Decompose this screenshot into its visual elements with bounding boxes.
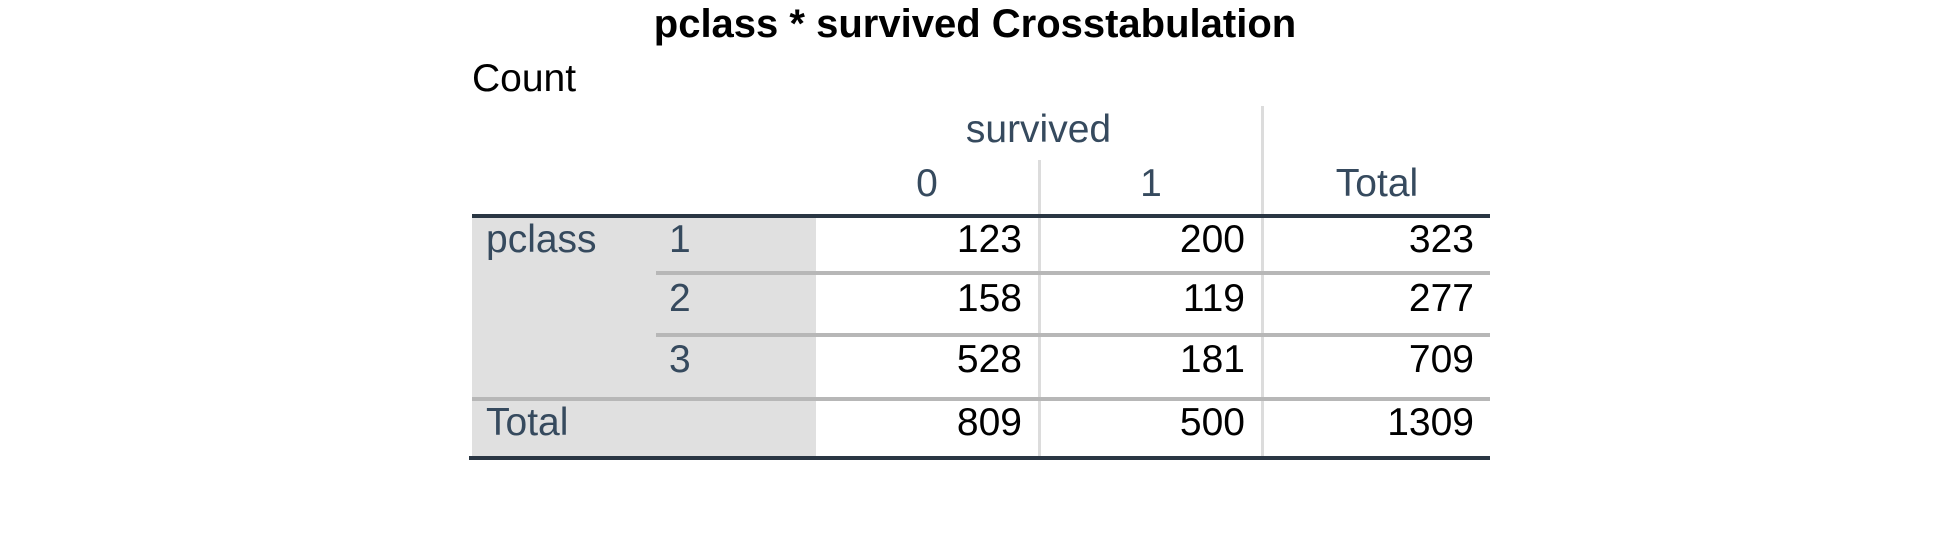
header-rule bbox=[472, 214, 1490, 218]
cell-total-col1: 500 bbox=[1179, 401, 1245, 444]
row-label-3: 3 bbox=[669, 338, 691, 381]
cell-row2-col0: 158 bbox=[956, 277, 1022, 320]
cell-row2-total: 277 bbox=[1408, 277, 1474, 320]
row-group-label: pclass bbox=[486, 218, 597, 261]
column-header-0: 0 bbox=[916, 162, 938, 205]
row-label-shade bbox=[472, 218, 816, 458]
cell-row1-col1: 200 bbox=[1179, 218, 1245, 261]
cell-grand-total: 1309 bbox=[1387, 401, 1474, 444]
cell-row3-col0: 528 bbox=[956, 338, 1022, 381]
column-header-total: Total bbox=[1335, 162, 1419, 205]
cell-row1-col0: 123 bbox=[956, 218, 1022, 261]
total-row-label: Total bbox=[486, 401, 569, 444]
total-rule bbox=[472, 397, 1490, 401]
table-bottom-rule bbox=[469, 456, 1490, 460]
row-label-2: 2 bbox=[669, 277, 691, 320]
cell-row3-col1: 181 bbox=[1179, 338, 1245, 381]
cell-row1-total: 323 bbox=[1408, 218, 1474, 261]
column-group-header: survived bbox=[965, 108, 1112, 151]
row-rule-2 bbox=[656, 333, 1490, 337]
table-subtitle: Count bbox=[472, 57, 577, 100]
cell-total-col0: 809 bbox=[956, 401, 1022, 444]
row-label-1: 1 bbox=[669, 218, 691, 261]
column-divider-1 bbox=[1038, 160, 1041, 458]
column-header-1: 1 bbox=[1140, 162, 1162, 205]
table-title: pclass * survived Crosstabulation bbox=[653, 2, 1297, 46]
cell-row3-total: 709 bbox=[1408, 338, 1474, 381]
cell-row2-col1: 119 bbox=[1182, 277, 1245, 320]
row-rule-1 bbox=[656, 271, 1490, 275]
column-divider-2 bbox=[1261, 106, 1264, 458]
